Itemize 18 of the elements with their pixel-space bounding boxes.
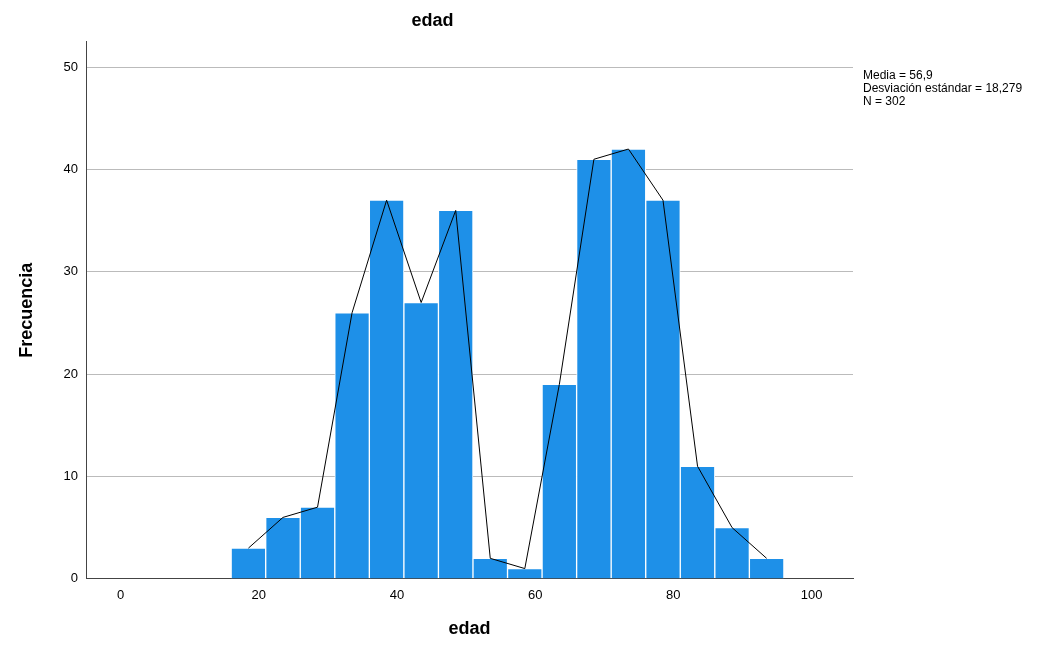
y-tick-label: 50 (63, 58, 79, 74)
text: Media = 56,9 (863, 67, 934, 82)
chart-title: edad (411, 9, 454, 30)
x-tick-label: 40 (389, 587, 405, 603)
text: N = 302 (863, 93, 906, 108)
y-tick-label: 0 (70, 570, 79, 586)
y-tick-label: 10 (63, 468, 79, 484)
y-tick-label: 40 (63, 161, 79, 177)
x-tick-label: 100 (800, 587, 823, 603)
y-tick-label: 20 (63, 365, 79, 381)
x-tick-label: 0 (116, 587, 125, 603)
x-tick-label: 80 (666, 587, 681, 603)
x-tick-label: 60 (527, 587, 543, 603)
x-tick-label: 20 (251, 587, 267, 603)
y-axis-title: Frecuencia (15, 261, 36, 358)
x-axis-title: edad (448, 618, 491, 639)
text: Desviación estándar = 18,279 (863, 80, 1023, 95)
y-tick-label: 30 (63, 263, 79, 279)
